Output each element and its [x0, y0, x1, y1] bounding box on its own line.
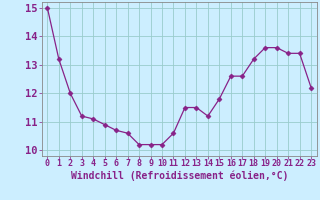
X-axis label: Windchill (Refroidissement éolien,°C): Windchill (Refroidissement éolien,°C): [70, 171, 288, 181]
